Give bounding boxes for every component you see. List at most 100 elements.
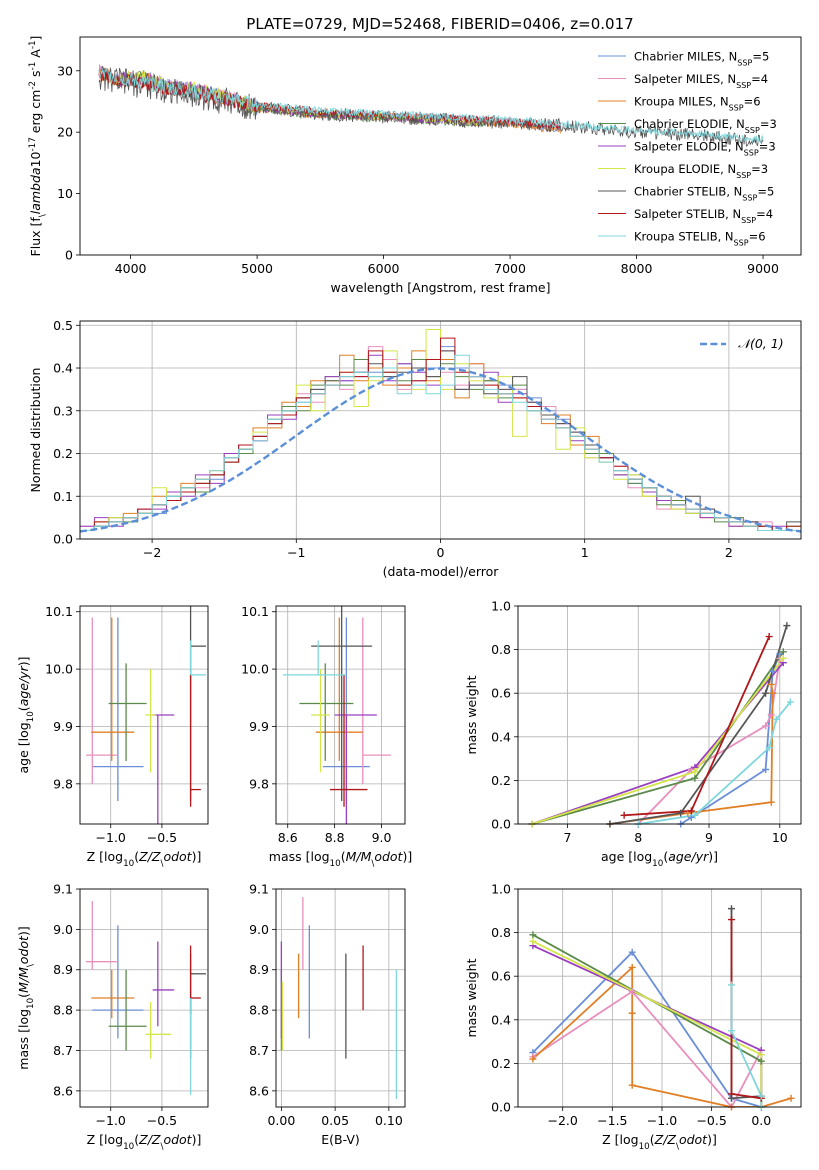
weight-marker <box>727 1090 735 1098</box>
legend-entry: 𝒩(0, 1) <box>738 336 784 351</box>
weight-marker <box>762 722 770 730</box>
age-vs-Z-frame <box>79 605 209 825</box>
x-tick-label: 0 <box>437 545 445 560</box>
weight-marker <box>628 1009 636 1017</box>
weight-marker <box>767 798 775 806</box>
weight-marker <box>684 809 692 817</box>
weight-marker <box>787 1094 795 1102</box>
y-tick-label: 9.1 <box>249 882 269 897</box>
weight-marker <box>762 689 770 697</box>
weight-marker <box>727 1027 735 1035</box>
weight-vs-age-plot-area <box>531 625 792 824</box>
x-tick-label: −2 <box>143 545 161 560</box>
y-tick-label: 0.0 <box>53 532 73 547</box>
y-tick-label: 0.4 <box>53 361 73 376</box>
y-tick-label: 0.8 <box>491 925 511 940</box>
weight-series-line <box>532 990 763 1107</box>
weight-marker <box>765 633 773 641</box>
figure-title: PLATE=0729, MJD=52468, FIBERID=0406, z=0… <box>246 15 633 33</box>
x-tick-label: 0.05 <box>321 1113 349 1128</box>
x-axis-label: mass [log10(M/M\odot)] <box>269 849 412 869</box>
mass-vs-ebv-frame <box>275 888 406 1108</box>
residuals-axes: −2 −1 0 1 2 0.0 0.1 0.2 0.3 0.4 0.5 (data-model)/er… <box>28 318 802 579</box>
weight-marker <box>783 622 791 630</box>
legend-entry: Chabrier STELIB, NSSP=5 <box>634 185 774 203</box>
y-tick-label: 20 <box>57 125 73 140</box>
y-axis-label: age [log10(age/yr)] <box>16 656 36 773</box>
y-tick-label: 0.0 <box>491 1100 511 1115</box>
weight-marker <box>779 648 787 656</box>
y-tick-label: 8.8 <box>249 1003 269 1018</box>
plot-layer: 4000 5000 6000 7000 8000 90000102030wavelengt… <box>16 36 802 1152</box>
y-axis-label: Normed distribution <box>28 368 43 493</box>
y-tick-label: 8.6 <box>53 1083 73 1098</box>
y-tick-label: 0.8 <box>491 642 511 657</box>
y-tick-label: 1.0 <box>491 599 511 614</box>
age-vs-mass-plot-area <box>283 606 391 824</box>
residuals-frame <box>79 320 802 540</box>
x-axis-label: (data-model)/error <box>383 564 500 579</box>
x-tick-label: 7000 <box>494 261 526 276</box>
weight-marker <box>628 948 636 956</box>
weight-marker <box>628 963 636 971</box>
weight-marker <box>529 931 537 939</box>
y-tick-label: 0.2 <box>53 446 73 461</box>
y-tick-label: 30 <box>57 63 73 78</box>
x-axis-label: Z [log10(Z/Z\odot)] <box>87 849 202 869</box>
weight-marker <box>620 811 628 819</box>
y-tick-label: 10.0 <box>241 662 269 677</box>
spectrum-legend: Chabrier MILES, NSSP=5 Salpeter MILES, NS… <box>598 50 777 248</box>
weight-series-line <box>609 625 788 824</box>
y-tick-label: 10.1 <box>45 604 73 619</box>
x-tick-label: 6000 <box>368 261 400 276</box>
weight-series-line <box>730 919 762 1100</box>
legend-entry: Salpeter ELODIE, NSSP=3 <box>634 140 776 158</box>
weight-series-line <box>730 984 763 1107</box>
y-tick-label: 8.9 <box>249 962 269 977</box>
x-tick-label: 8000 <box>621 261 653 276</box>
age-vs-mass-axes: 8.6 8.8 9.0 9.8 9.9 10.0 10.1 mass [log10(M/M\o… <box>241 604 412 869</box>
age-vs-Z-axes: −1.0 −0.5 9.8 9.9 10.0 10.1 Z [log10(Z/Z\odot)… <box>16 604 209 869</box>
y-tick-label: 10 <box>57 186 73 201</box>
age-vs-mass-frame <box>275 605 406 825</box>
x-tick-label: 0.10 <box>375 1113 403 1128</box>
weight-marker <box>779 654 787 662</box>
spectrum-series-line <box>98 69 561 131</box>
mass-vs-ebv-axes: 0.00 0.05 0.10 8.6 8.7 8.8 8.9 9.0 9.1 E(B-V) <box>249 882 406 1147</box>
x-tick-label: 1 <box>581 545 589 560</box>
weight-marker <box>767 711 775 719</box>
x-tick-label: −1.0 <box>647 1113 677 1128</box>
spectrum-axes: 4000 5000 6000 7000 8000 9000 0 10 20 30 wavelengt… <box>28 36 802 295</box>
weight-marker <box>628 1081 636 1089</box>
y-tick-label: 9.1 <box>53 882 73 897</box>
spectrum-series-line <box>98 69 764 144</box>
weight-series-line <box>532 950 762 1107</box>
x-tick-label: 9 <box>705 830 713 845</box>
legend-entry: Kroupa STELIB, NSSP=6 <box>634 230 766 248</box>
weight-marker <box>757 1092 765 1100</box>
weight-series-line <box>730 908 762 1100</box>
weight-series-line <box>531 657 785 824</box>
weight-series-line <box>532 940 763 1107</box>
x-tick-label: −1.0 <box>96 1113 126 1128</box>
y-tick-label: 10.0 <box>45 662 73 677</box>
weight-vs-age-axes: 7 8 9 10 0.0 0.2 0.4 0.6 0.8 1.0 age [log10(age/yr… <box>464 599 802 869</box>
y-tick-label: 8.6 <box>249 1083 269 1098</box>
y-tick-label: 9.8 <box>53 776 73 791</box>
legend-entry: Salpeter MILES, NSSP=4 <box>634 72 768 90</box>
x-tick-label: 7 <box>564 830 572 845</box>
x-tick-label: −0.5 <box>147 1113 177 1128</box>
weight-marker <box>757 1051 765 1059</box>
x-axis-label: wavelength [Angstrom, rest frame] <box>330 280 550 295</box>
y-tick-label: 9.8 <box>249 776 269 791</box>
residuals-plot-area <box>80 329 801 533</box>
y-tick-label: 0.6 <box>491 686 511 701</box>
mass-vs-ebv-plot-area <box>280 897 398 1099</box>
y-tick-label: 0.3 <box>53 403 73 418</box>
mass-vs-Z-axes: −1.0 −0.5 8.6 8.7 8.8 8.9 9.0 9.1 Z [log10(Z/Z\o… <box>16 882 209 1152</box>
weight-marker <box>727 916 735 924</box>
residual-histogram <box>80 354 801 531</box>
x-tick-label: 8 <box>634 830 642 845</box>
y-tick-label: 10.1 <box>241 604 269 619</box>
